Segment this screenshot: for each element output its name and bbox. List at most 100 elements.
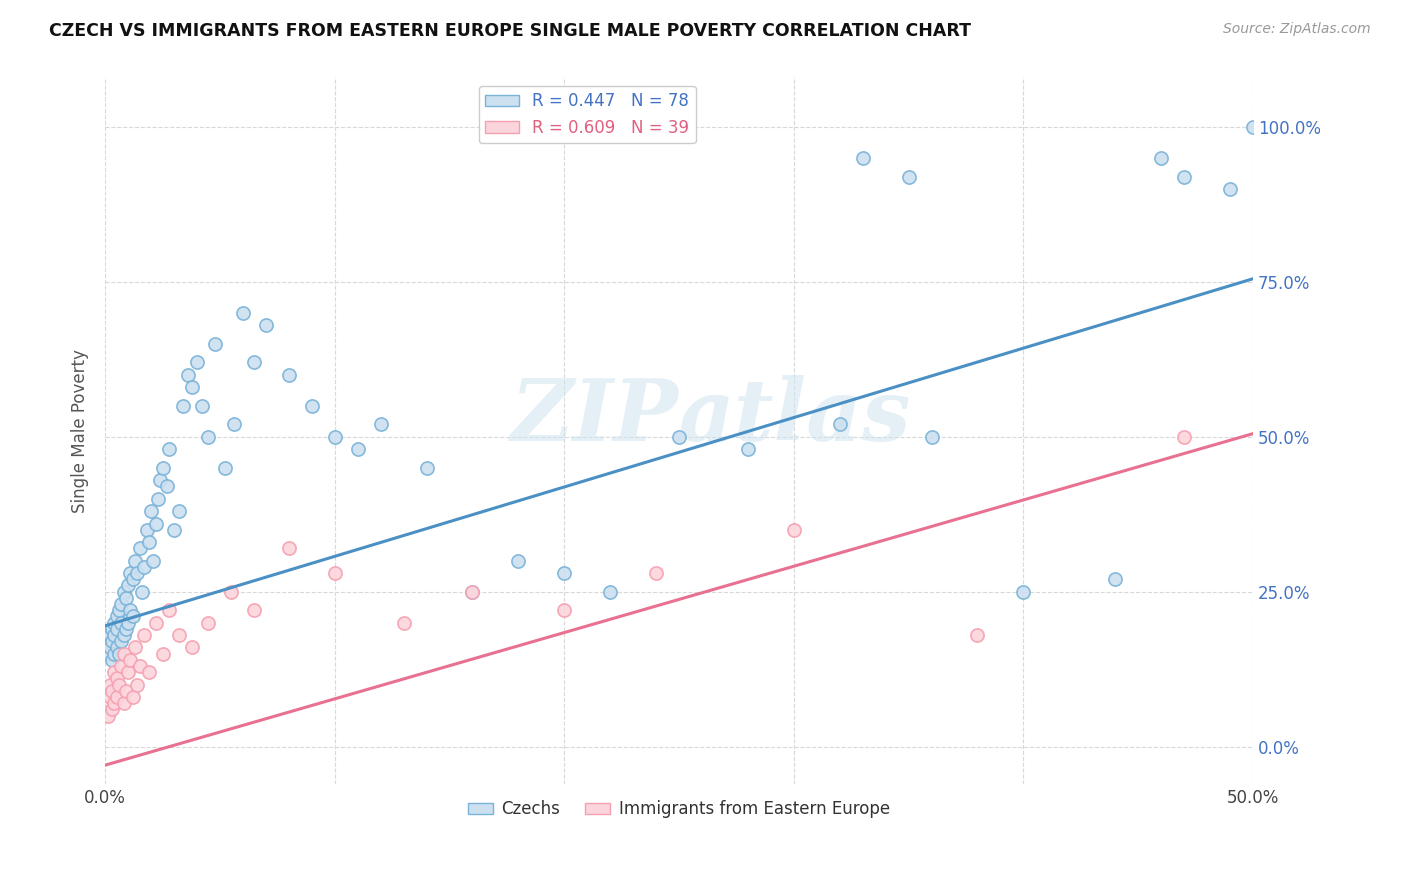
Point [921,430,943,444]
Point [110,597,132,611]
Point [124,554,146,568]
Point [190,399,212,413]
Point [181,640,204,655]
Point [1219,182,1241,196]
Point [108,677,131,691]
Point [138,665,160,680]
Point [243,355,266,369]
Point [152,647,174,661]
Point [599,584,621,599]
Point [277,541,299,556]
Point [110,615,132,630]
Point [167,628,190,642]
Point [142,554,165,568]
Point [243,603,266,617]
Point [167,504,190,518]
Text: CZECH VS IMMIGRANTS FROM EASTERN EUROPE SINGLE MALE POVERTY CORRELATION CHART: CZECH VS IMMIGRANTS FROM EASTERN EUROPE … [49,22,972,40]
Point [221,584,243,599]
Point [346,442,368,457]
Point [370,417,392,432]
Point [145,516,167,531]
Point [103,615,125,630]
Point [1104,572,1126,586]
Point [553,603,575,617]
Point [105,640,128,655]
Point [121,572,143,586]
Point [103,665,125,680]
Point [117,615,139,630]
Point [105,609,128,624]
Point [117,578,139,592]
Point [177,368,200,382]
Point [197,430,219,444]
Point [461,584,484,599]
Point [135,523,157,537]
Point [828,417,851,432]
Y-axis label: Single Male Poverty: Single Male Poverty [72,349,89,513]
Point [145,615,167,630]
Point [186,355,208,369]
Point [232,306,254,320]
Point [181,380,204,394]
Point [159,442,181,457]
Point [110,634,132,648]
Point [127,677,149,691]
Point [115,683,138,698]
Point [112,584,135,599]
Point [172,399,194,413]
Point [121,609,143,624]
Point [134,560,156,574]
Point [1241,120,1264,134]
Point [222,417,245,432]
Point [110,659,132,673]
Point [301,399,323,413]
Point [214,460,236,475]
Point [108,603,131,617]
Point [112,647,135,661]
Point [152,460,174,475]
Point [149,473,172,487]
Point [156,479,179,493]
Point [101,683,124,698]
Point [98,677,121,691]
Point [668,430,690,444]
Point [117,665,139,680]
Point [783,523,806,537]
Point [897,169,920,184]
Point [1150,151,1173,165]
Point [108,647,131,661]
Point [508,554,530,568]
Point [120,566,142,580]
Point [105,690,128,704]
Point [120,603,142,617]
Legend: Czechs, Immigrants from Eastern Europe: Czechs, Immigrants from Eastern Europe [461,794,897,825]
Point [124,640,146,655]
Point [461,584,484,599]
Point [103,628,125,642]
Point [645,566,668,580]
Point [131,584,153,599]
Point [1173,169,1195,184]
Point [1012,584,1035,599]
Point [127,566,149,580]
Point [112,628,135,642]
Point [415,460,437,475]
Point [134,628,156,642]
Point [105,672,128,686]
Point [323,430,346,444]
Point [98,640,121,655]
Point [112,696,135,710]
Text: atlas: atlas [679,375,911,458]
Point [121,690,143,704]
Point [139,504,162,518]
Point [277,368,299,382]
Point [852,151,875,165]
Point [146,491,169,506]
Point [197,615,219,630]
Point [120,653,142,667]
Point [204,336,226,351]
Point [553,566,575,580]
Point [392,615,415,630]
Point [138,535,160,549]
Point [128,541,150,556]
